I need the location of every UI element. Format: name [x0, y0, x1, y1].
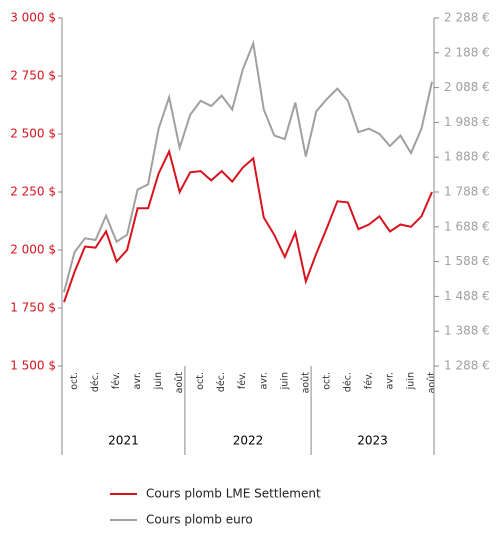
y-tick-label: 2 000 $ — [10, 243, 56, 257]
x-tick-label: déc. — [216, 372, 227, 392]
y-tick-label: 3 000 $ — [10, 11, 56, 25]
x-tick-label: fév. — [363, 372, 374, 389]
y2-tick-label: 1 888 € — [444, 150, 490, 164]
x-tick-label: déc. — [342, 372, 353, 392]
x-tick-label: avr. — [132, 372, 143, 390]
x-tick-label: août — [174, 372, 185, 394]
x-tick-label: août — [300, 372, 311, 394]
y2-tick-label: 1 388 € — [444, 324, 490, 338]
y2-tick-label: 2 288 € — [444, 11, 490, 25]
y2-tick-label: 1 288 € — [444, 359, 490, 373]
y-tick-label: 1 500 $ — [10, 359, 56, 373]
x-tick-label: juin — [279, 372, 290, 390]
y2-tick-label: 1 588 € — [444, 254, 490, 268]
x-tick-label: fév. — [237, 372, 248, 389]
y2-tick-label: 1 788 € — [444, 185, 490, 199]
group-label: 2023 — [357, 434, 388, 448]
y-tick-label: 2 750 $ — [10, 69, 56, 83]
y2-tick-label: 1 488 € — [444, 289, 490, 303]
x-tick-label: fév. — [111, 372, 122, 389]
x-tick-label: juin — [153, 372, 164, 390]
y2-tick-label: 2 188 € — [444, 45, 490, 59]
x-tick-label: août — [427, 372, 438, 394]
legend-label: Cours plomb LME Settlement — [146, 487, 321, 501]
series-line — [63, 39, 433, 293]
y2-tick-label: 2 088 € — [444, 80, 490, 94]
x-tick-label: avr. — [384, 372, 395, 390]
x-tick-label: oct. — [321, 372, 332, 390]
series-line — [63, 148, 433, 303]
y-tick-label: 1 750 $ — [10, 301, 56, 315]
y-tick-label: 2 500 $ — [10, 127, 56, 141]
y2-tick-label: 1 688 € — [444, 219, 490, 233]
group-label: 2021 — [108, 434, 139, 448]
x-tick-label: déc. — [90, 372, 101, 392]
group-label: 2022 — [233, 434, 264, 448]
x-tick-label: oct. — [69, 372, 80, 390]
y-tick-label: 2 250 $ — [10, 185, 56, 199]
legend-label: Cours plomb euro — [146, 513, 253, 527]
x-tick-label: oct. — [195, 372, 206, 390]
y2-tick-label: 1 988 € — [444, 115, 490, 129]
x-tick-label: avr. — [258, 372, 269, 390]
x-tick-label: juin — [405, 372, 416, 390]
